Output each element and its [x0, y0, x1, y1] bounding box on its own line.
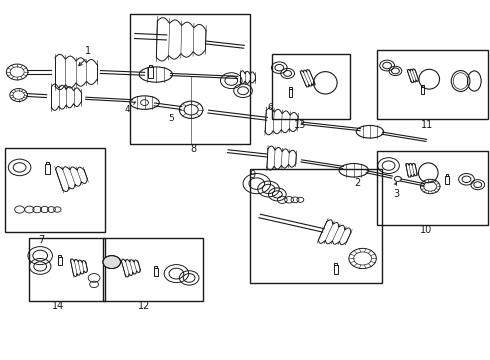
Bar: [250, 169, 382, 283]
Text: 11: 11: [421, 120, 433, 130]
Text: 10: 10: [420, 225, 433, 235]
Text: 3: 3: [393, 189, 399, 199]
Text: 1: 1: [85, 46, 91, 56]
Text: 6: 6: [267, 103, 273, 112]
Bar: [377, 50, 488, 119]
Text: 2: 2: [355, 178, 361, 188]
Text: 4: 4: [124, 105, 130, 114]
Bar: [272, 54, 350, 119]
Bar: [103, 238, 203, 301]
Bar: [130, 14, 250, 144]
Text: 9: 9: [249, 170, 255, 180]
Bar: [29, 238, 105, 301]
Bar: [5, 148, 105, 232]
Text: 5: 5: [169, 114, 174, 123]
Text: 14: 14: [51, 301, 64, 311]
Text: 7: 7: [39, 235, 45, 245]
Bar: [377, 151, 488, 225]
Text: 8: 8: [191, 144, 196, 154]
Circle shape: [103, 256, 121, 269]
Text: 13: 13: [294, 120, 306, 130]
Text: 12: 12: [138, 301, 151, 311]
